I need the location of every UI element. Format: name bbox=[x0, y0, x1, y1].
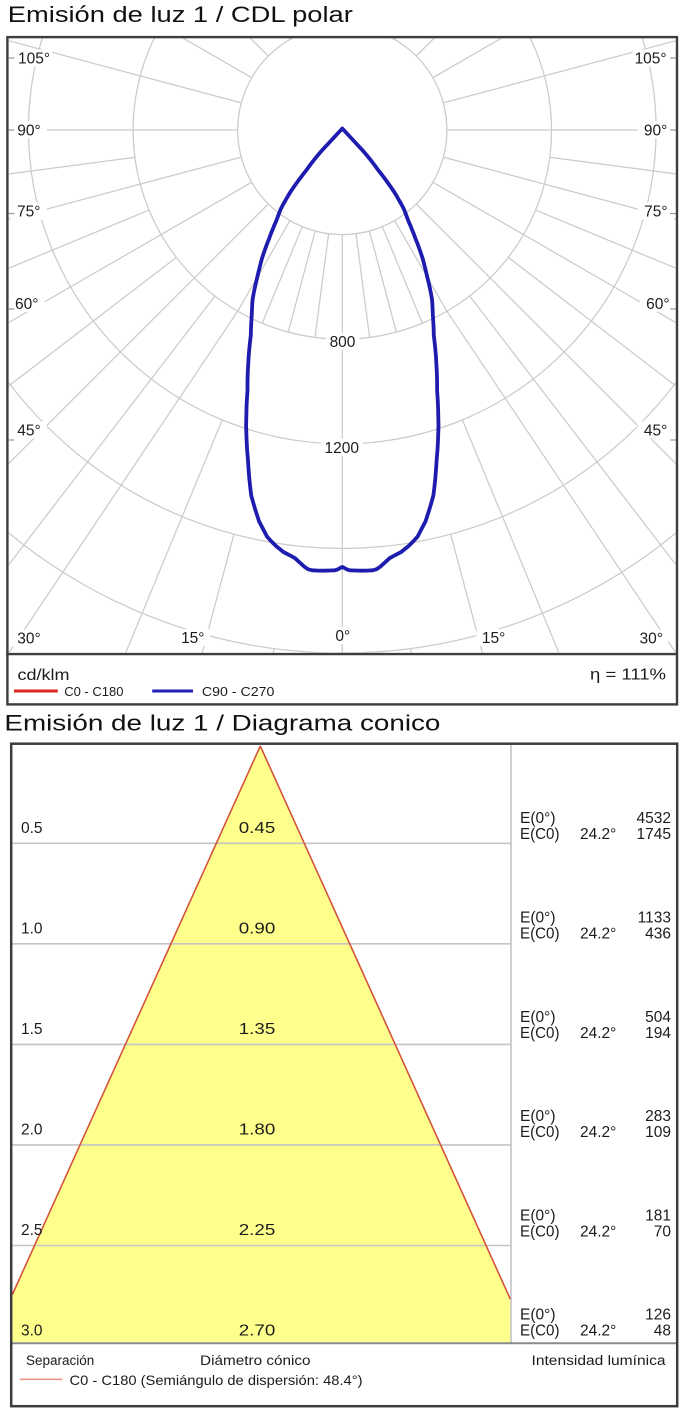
svg-text:1745: 1745 bbox=[637, 826, 671, 843]
svg-text:2.5: 2.5 bbox=[21, 1222, 43, 1239]
svg-text:60°: 60° bbox=[646, 296, 669, 313]
svg-text:1200: 1200 bbox=[324, 440, 359, 457]
svg-text:15°: 15° bbox=[482, 630, 505, 647]
svg-text:181: 181 bbox=[645, 1207, 671, 1224]
svg-text:90°: 90° bbox=[644, 122, 667, 139]
svg-text:4532: 4532 bbox=[637, 810, 671, 827]
svg-text:109: 109 bbox=[645, 1124, 671, 1141]
svg-text:E(C0): E(C0) bbox=[520, 826, 560, 843]
svg-text:E(C0): E(C0) bbox=[520, 1025, 560, 1042]
svg-text:1.35: 1.35 bbox=[239, 1021, 276, 1038]
svg-text:800: 800 bbox=[330, 334, 356, 351]
svg-text:C90 - C270: C90 - C270 bbox=[202, 684, 275, 699]
svg-text:1.80: 1.80 bbox=[239, 1121, 276, 1138]
svg-text:1133: 1133 bbox=[638, 910, 671, 927]
svg-text:0.5: 0.5 bbox=[21, 820, 43, 837]
svg-text:Emisión de luz 1 / CDL polar: Emisión de luz 1 / CDL polar bbox=[8, 2, 353, 27]
svg-text:24.2°: 24.2° bbox=[580, 926, 616, 943]
svg-text:15°: 15° bbox=[181, 630, 204, 647]
svg-text:30°: 30° bbox=[17, 631, 40, 648]
svg-text:1.5: 1.5 bbox=[21, 1021, 43, 1038]
svg-text:283: 283 bbox=[645, 1108, 671, 1125]
svg-text:E(C0): E(C0) bbox=[520, 926, 560, 943]
svg-text:E(C0): E(C0) bbox=[520, 1323, 560, 1340]
svg-text:cd/klm: cd/klm bbox=[18, 667, 70, 684]
svg-text:70: 70 bbox=[654, 1223, 672, 1240]
svg-text:24.2°: 24.2° bbox=[580, 1025, 616, 1042]
svg-text:Intensidad lumínica: Intensidad lumínica bbox=[532, 1353, 667, 1368]
svg-text:126: 126 bbox=[645, 1307, 671, 1324]
svg-text:194: 194 bbox=[645, 1025, 671, 1042]
svg-text:24.2°: 24.2° bbox=[580, 1124, 616, 1141]
svg-text:Separación: Separación bbox=[26, 1353, 94, 1368]
svg-text:0°: 0° bbox=[335, 628, 350, 645]
svg-text:1.0: 1.0 bbox=[21, 920, 43, 937]
svg-text:E(0°): E(0°) bbox=[520, 1108, 556, 1125]
svg-text:60°: 60° bbox=[15, 296, 38, 313]
svg-text:E(0°): E(0°) bbox=[520, 1009, 556, 1026]
svg-text:75°: 75° bbox=[644, 204, 667, 221]
svg-text:2.70: 2.70 bbox=[239, 1323, 276, 1340]
svg-text:45°: 45° bbox=[644, 423, 667, 440]
svg-text:Diámetro cónico: Diámetro cónico bbox=[200, 1353, 311, 1368]
svg-text:105°: 105° bbox=[635, 51, 667, 68]
svg-text:E(0°): E(0°) bbox=[520, 1307, 556, 1324]
svg-text:504: 504 bbox=[645, 1009, 671, 1026]
svg-text:24.2°: 24.2° bbox=[580, 826, 616, 843]
svg-text:75°: 75° bbox=[17, 204, 40, 221]
svg-text:436: 436 bbox=[645, 926, 671, 943]
svg-text:E(C0): E(C0) bbox=[520, 1223, 560, 1240]
svg-text:0.45: 0.45 bbox=[239, 820, 276, 837]
svg-text:E(0°): E(0°) bbox=[520, 910, 556, 927]
svg-text:30°: 30° bbox=[639, 631, 662, 648]
svg-text:2.25: 2.25 bbox=[239, 1222, 276, 1239]
svg-text:C0 - C180: C0 - C180 bbox=[64, 684, 123, 699]
svg-text:24.2°: 24.2° bbox=[580, 1323, 616, 1340]
svg-text:Emisión de luz 1 / Diagrama co: Emisión de luz 1 / Diagrama conico bbox=[4, 710, 440, 735]
svg-text:C0 - C180 (Semiángulo de dispe: C0 - C180 (Semiángulo de dispersión: 48.… bbox=[70, 1372, 363, 1388]
svg-text:105°: 105° bbox=[18, 51, 50, 68]
svg-text:η = 111%: η = 111% bbox=[590, 666, 666, 683]
svg-text:3.0: 3.0 bbox=[21, 1323, 43, 1340]
svg-text:0.90: 0.90 bbox=[239, 920, 276, 937]
svg-text:90°: 90° bbox=[17, 122, 40, 139]
svg-text:45°: 45° bbox=[17, 423, 40, 440]
svg-text:E(C0): E(C0) bbox=[520, 1124, 560, 1141]
svg-text:2.0: 2.0 bbox=[21, 1121, 43, 1138]
svg-text:E(0°): E(0°) bbox=[520, 1207, 556, 1224]
svg-text:24.2°: 24.2° bbox=[580, 1223, 616, 1240]
svg-text:E(0°): E(0°) bbox=[520, 810, 556, 827]
svg-text:48: 48 bbox=[654, 1323, 671, 1340]
